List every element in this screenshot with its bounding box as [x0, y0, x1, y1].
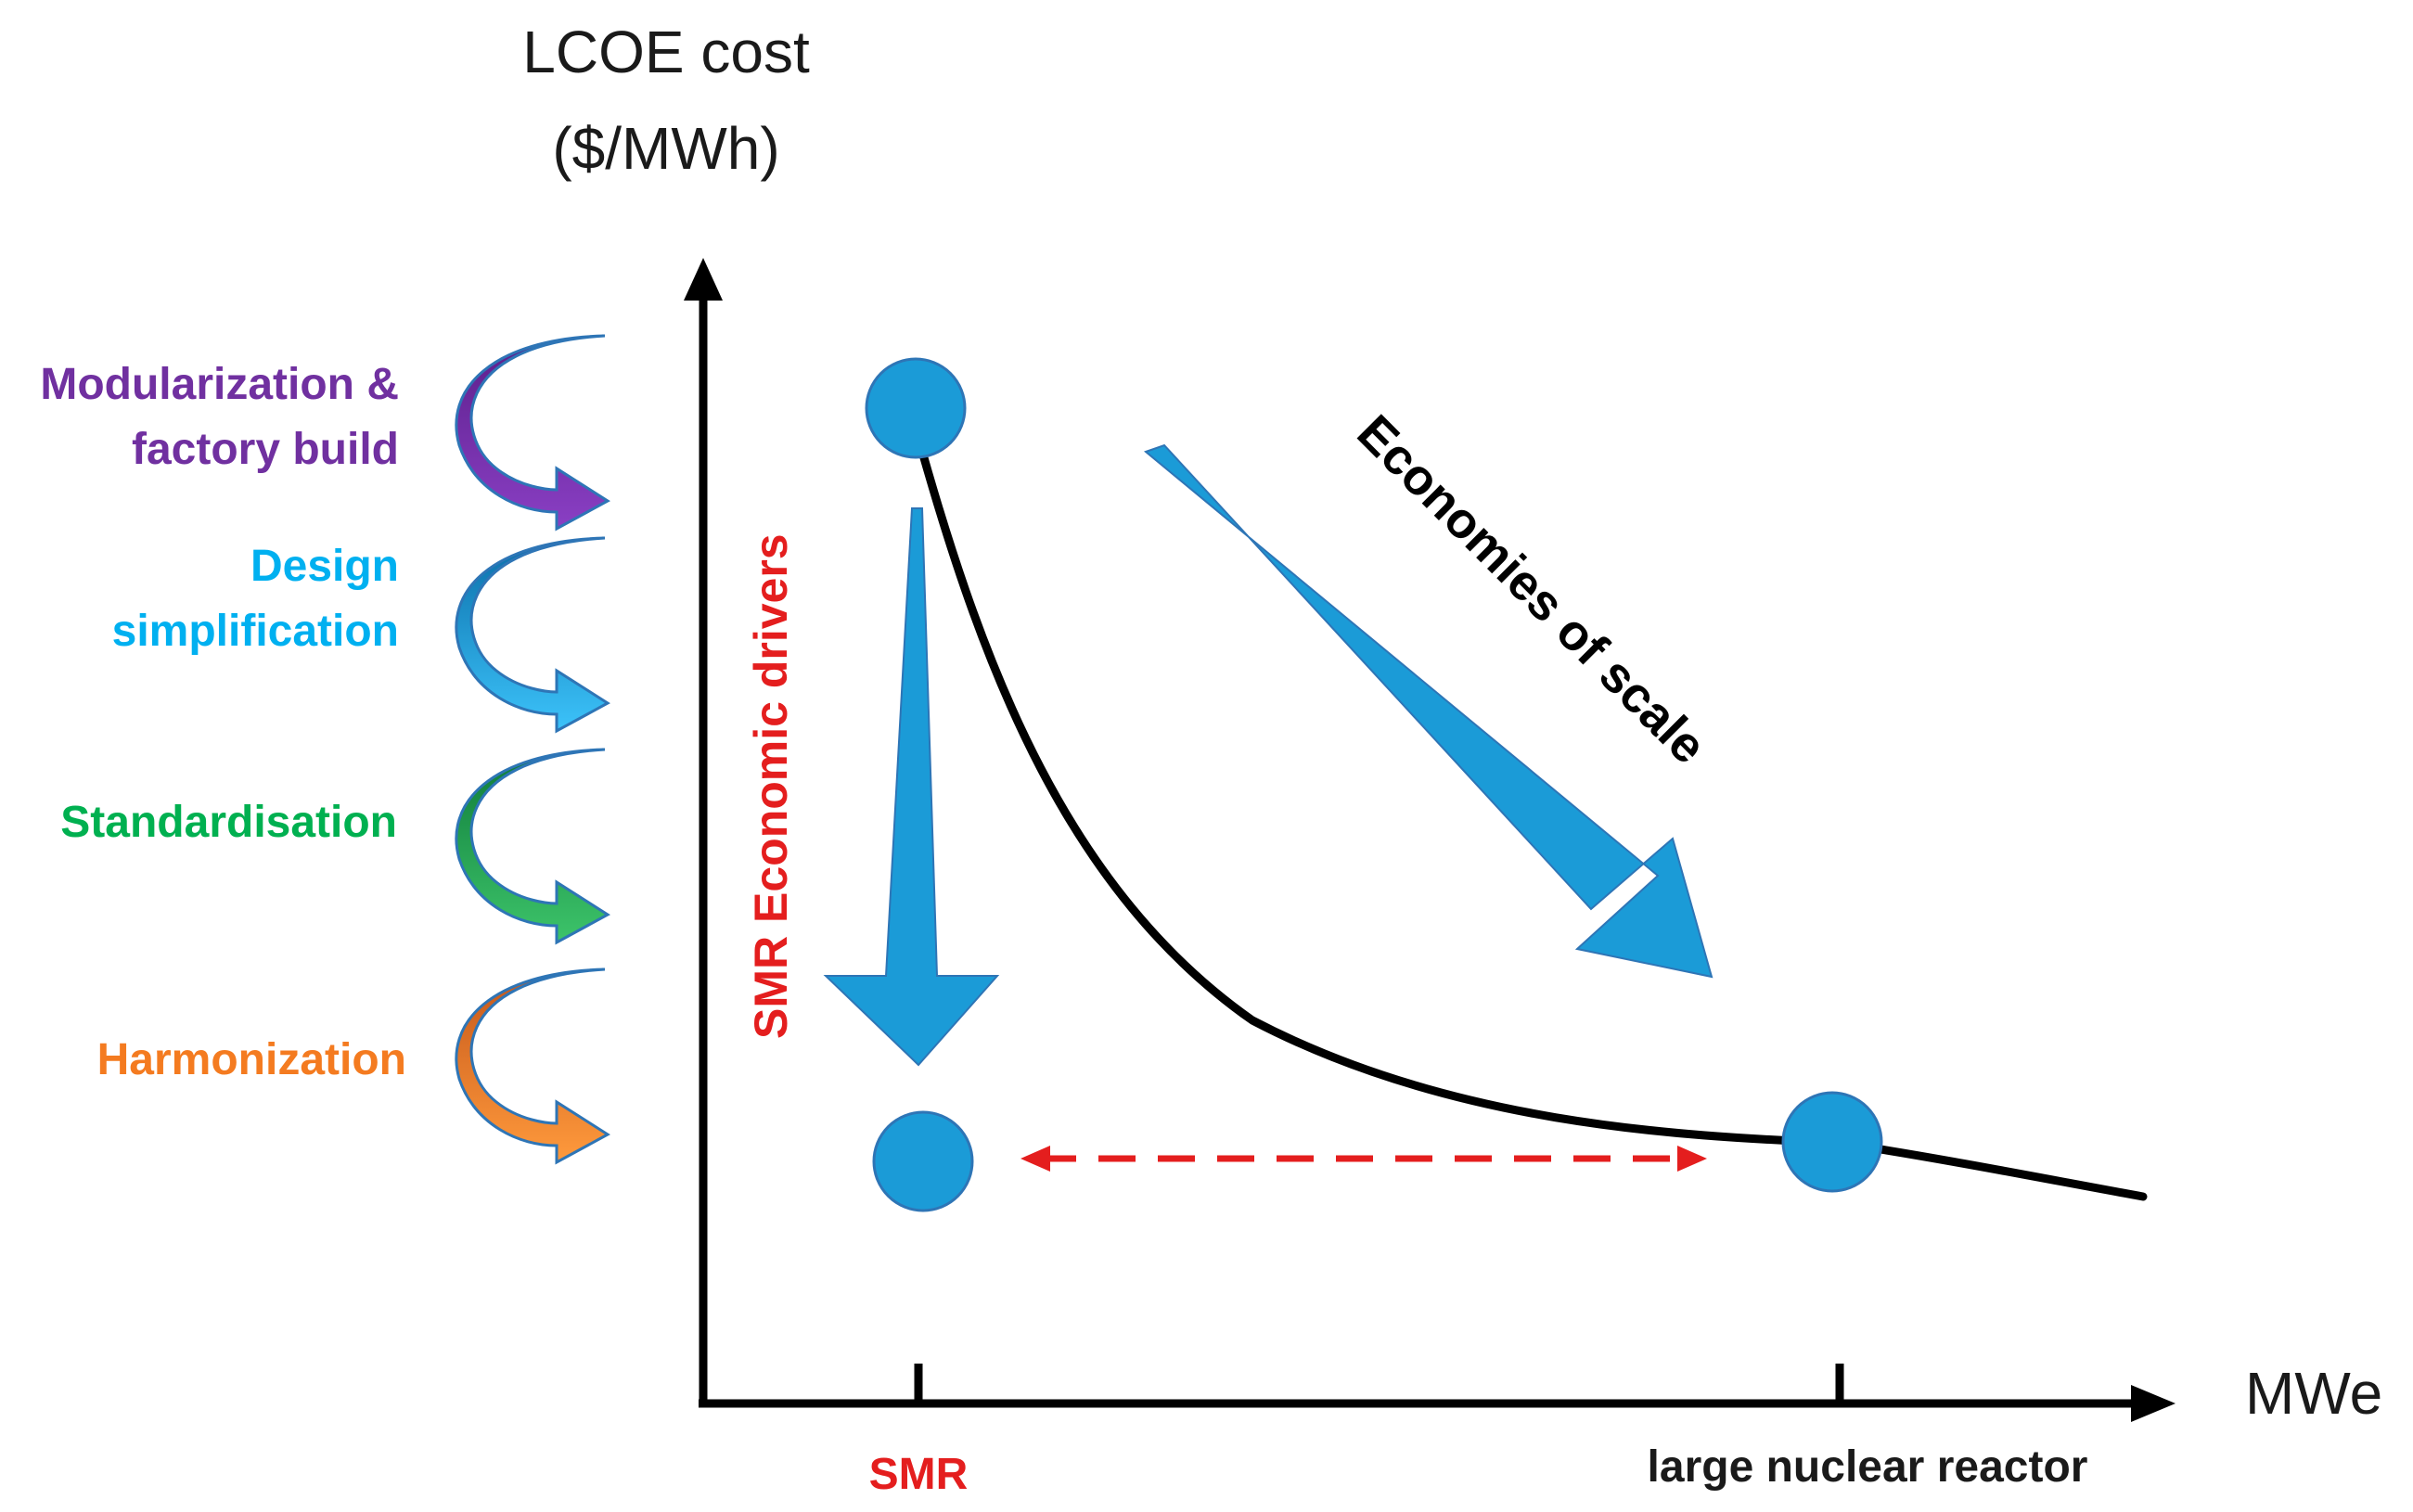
- y-axis-label-line1: LCOE cost: [522, 19, 810, 85]
- design-simplification-curved-arrow: [455, 536, 610, 734]
- x-axis-label: MWe: [2245, 1360, 2382, 1427]
- economies-of-scale-label: Economies of scale: [1347, 404, 1717, 775]
- x-tick-label-large-reactor: large nuclear reactor: [1648, 1442, 2088, 1492]
- driver-label-harmonization: Harmonization: [97, 1035, 406, 1084]
- harmonization-curved-arrow: [455, 967, 610, 1165]
- y-axis-label-line2: ($/MWh): [552, 115, 779, 182]
- driver-label-standardisation: Standardisation: [60, 798, 397, 847]
- smr-initial-cost-marker: [865, 357, 967, 459]
- smr-drivers-vertical-label: SMR Economic drivers: [745, 533, 797, 1039]
- large-reactor-cost-marker: [1781, 1091, 1883, 1193]
- y-axis: [684, 258, 723, 1403]
- driver-label-design-line2: simplification: [112, 607, 399, 656]
- smr-drivers-arrow: [823, 507, 1000, 1067]
- standardisation-curved-arrow: [455, 748, 610, 945]
- x-axis: [699, 1385, 2176, 1422]
- x-tick-label-smr: SMR: [869, 1450, 969, 1499]
- cost-curve: [917, 443, 2148, 1201]
- dashed-arrowhead-left: [1020, 1146, 1050, 1172]
- dashed-arrowhead-right: [1677, 1146, 1707, 1172]
- driver-label-modularization-line2: factory build: [132, 425, 399, 474]
- driver-label-modularization-line1: Modularization &: [40, 360, 399, 409]
- economies-of-scale-arrow: [1143, 443, 1713, 979]
- smr-reduced-cost-marker: [872, 1110, 974, 1212]
- modularization-curved-arrow: [455, 334, 610, 532]
- driver-label-design-line1: Design: [250, 542, 399, 591]
